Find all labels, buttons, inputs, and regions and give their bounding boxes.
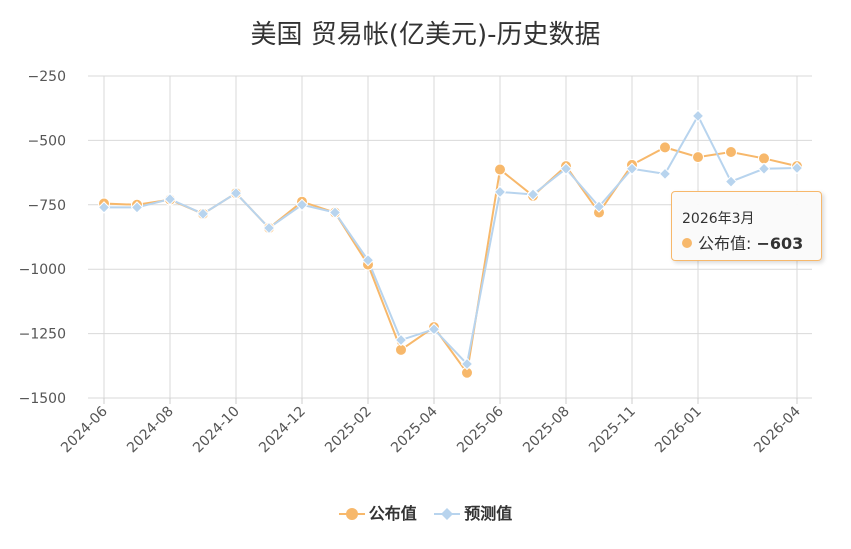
data-point-forecast[interactable]: [559, 162, 573, 175]
data-point-forecast[interactable]: [757, 162, 771, 175]
data-point-forecast[interactable]: [394, 333, 408, 347]
x-tick-label: 2024-06: [58, 403, 111, 456]
data-point-forecast[interactable]: [526, 188, 540, 201]
y-tick-label: −1000: [19, 262, 66, 278]
x-tick-label: 2024-10: [190, 404, 243, 457]
data-point-forecast[interactable]: [493, 185, 507, 199]
x-tick-label: 2025-04: [388, 403, 441, 456]
data-point-forecast[interactable]: [229, 187, 243, 200]
series-line-forecast: [104, 113, 798, 367]
series-markers: [97, 109, 804, 379]
y-tick-label: −250: [28, 69, 66, 85]
data-point-published[interactable]: [659, 141, 671, 154]
x-tick-label: 2025-08: [520, 404, 573, 457]
data-point-forecast[interactable]: [361, 253, 375, 267]
data-point-published[interactable]: [758, 152, 770, 165]
circle-marker-icon: [338, 508, 365, 520]
tooltip-row: 公布值: −603: [682, 230, 803, 254]
data-point-forecast[interactable]: [97, 201, 111, 214]
data-point-forecast[interactable]: [130, 201, 144, 214]
legend: 公布值 预测值: [0, 500, 851, 524]
tooltip: 2026年3月 公布值: −603: [671, 191, 822, 261]
data-point-forecast[interactable]: [790, 161, 804, 175]
data-point-published[interactable]: [494, 163, 506, 176]
legend-label-published: 公布值: [368, 504, 417, 523]
data-point-published[interactable]: [725, 145, 737, 158]
data-point-forecast[interactable]: [196, 207, 210, 221]
x-tick-label: 2026-01: [652, 404, 705, 457]
x-tick-label: 2025-11: [586, 404, 639, 457]
x-tick-label: 2024-12: [256, 404, 309, 457]
y-tick-label: −500: [28, 133, 66, 149]
data-point-forecast[interactable]: [427, 323, 441, 336]
data-point-forecast[interactable]: [328, 206, 342, 219]
data-point-published[interactable]: [692, 151, 704, 164]
data-point-forecast[interactable]: [691, 109, 705, 123]
legend-item-published[interactable]: 公布值: [338, 500, 417, 524]
legend-item-forecast[interactable]: 预测值: [434, 500, 512, 524]
tooltip-series-label: 公布值:: [698, 234, 757, 253]
x-tick-label: 2024-08: [124, 404, 177, 457]
series-lines: [103, 113, 798, 376]
x-tick-label: 2025-06: [454, 403, 507, 456]
legend-label-forecast: 预测值: [464, 504, 513, 523]
data-point-forecast[interactable]: [592, 200, 606, 213]
data-point-forecast[interactable]: [163, 192, 177, 206]
y-tick-label: −1500: [19, 391, 66, 407]
data-point-forecast[interactable]: [724, 175, 738, 188]
chart-title: 美国 贸易帐(亿美元)-历史数据: [250, 20, 601, 50]
grid: [88, 75, 812, 399]
data-point-forecast[interactable]: [460, 357, 474, 371]
data-point-forecast[interactable]: [658, 167, 672, 181]
y-tick-label: −750: [28, 198, 66, 214]
diamond-marker-icon: [434, 508, 461, 520]
tooltip-dot-icon: [682, 238, 692, 248]
x-tick-label: 2025-02: [322, 404, 375, 457]
x-tick-label: 2026-04: [751, 403, 804, 456]
tooltip-value: −603: [756, 234, 804, 253]
data-point-forecast[interactable]: [295, 198, 309, 212]
y-tick-label: −1250: [19, 327, 66, 343]
data-point-forecast[interactable]: [262, 221, 276, 235]
data-point-forecast[interactable]: [625, 162, 639, 175]
tooltip-date: 2026年3月: [682, 211, 755, 227]
